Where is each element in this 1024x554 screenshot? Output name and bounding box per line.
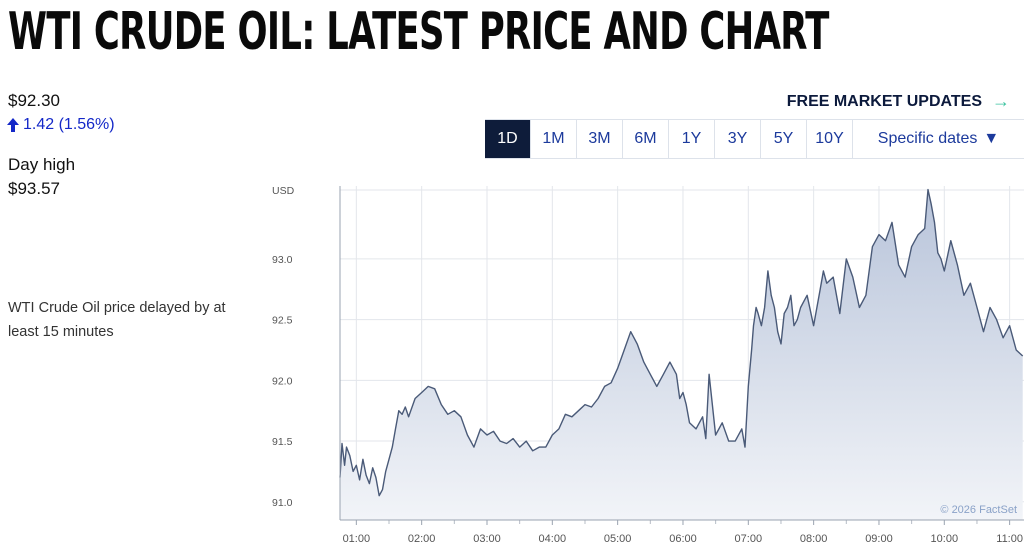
x-tick-label: 04:00 — [539, 533, 567, 545]
price-change: 1.42 (1.56%) — [6, 116, 115, 134]
x-tick-label: 10:00 — [931, 533, 959, 545]
range-1d-button[interactable]: 1D — [485, 120, 531, 158]
chart-credit: © 2026 FactSet — [940, 504, 1017, 516]
day-high-label: Day high — [8, 155, 76, 174]
price-line — [339, 188, 1024, 497]
triangle-down-icon: ▼ — [983, 130, 1000, 147]
x-tick-label: 05:00 — [604, 533, 632, 545]
page-title: WTI CRUDE OIL: LATEST PRICE AND CHART — [8, 2, 829, 62]
x-tick-label: 01:00 — [343, 533, 371, 545]
delay-note: WTI Crude Oil price delayed by at least … — [8, 300, 226, 340]
y-tick-label: 93.0 — [272, 254, 293, 266]
range-1y-button[interactable]: 1Y — [669, 120, 715, 158]
x-tick-label: 07:00 — [735, 533, 763, 545]
y-tick-label: 92.0 — [272, 375, 293, 387]
range-1m-button[interactable]: 1M — [531, 120, 577, 158]
y-tick-label: 91.0 — [272, 497, 293, 509]
specific-dates-dropdown[interactable]: Specific dates ▼ — [853, 120, 1024, 158]
range-selector: 1D 1M 3M 6M 1Y 3Y 5Y 10Y Specific dates … — [485, 119, 1024, 159]
price-change-value: 1.42 (1.56%) — [23, 116, 115, 133]
x-tick-label: 02:00 — [408, 533, 436, 545]
range-5y-button[interactable]: 5Y — [761, 120, 807, 158]
range-10y-button[interactable]: 10Y — [807, 120, 853, 158]
price-chart: 91.0 91.5 92.0 92.5 93.0 01:00 02:00 03:00 04:00… — [272, 185, 1024, 545]
x-tick-label: 09:00 — [865, 533, 893, 545]
x-tick-label: 08:00 — [800, 533, 828, 545]
y-tick-label: 92.5 — [272, 315, 293, 327]
current-price: $92.30 — [8, 91, 60, 110]
range-6m-button[interactable]: 6M — [623, 120, 669, 158]
day-high-value: $93.57 — [8, 179, 60, 198]
arrow-right-icon: → — [992, 91, 1010, 111]
specific-dates-label: Specific dates — [877, 130, 978, 147]
x-tick-label: 03:00 — [473, 533, 501, 545]
range-3m-button[interactable]: 3M — [577, 120, 623, 158]
x-tick-label: 11:00 — [996, 533, 1023, 545]
free-market-updates-link[interactable]: FREE MARKET UPDATES → — [787, 91, 1010, 112]
arrow-up-icon — [7, 118, 19, 132]
x-tick-label: 06:00 — [669, 533, 697, 545]
free-market-updates-label: FREE MARKET UPDATES — [786, 92, 982, 110]
y-tick-label: 91.5 — [272, 436, 293, 448]
range-3y-button[interactable]: 3Y — [715, 120, 761, 158]
y-axis-unit-label: USD — [272, 185, 295, 197]
price-area — [340, 189, 1023, 520]
